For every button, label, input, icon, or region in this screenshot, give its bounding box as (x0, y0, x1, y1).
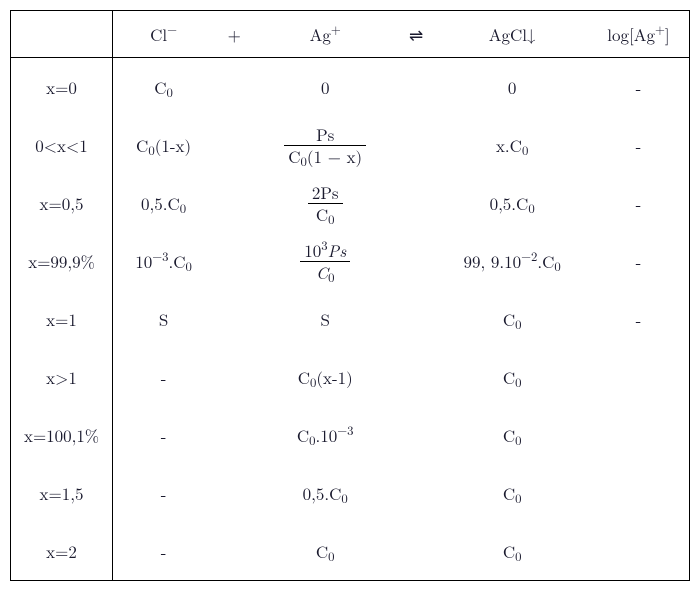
cell-c3 (214, 116, 254, 174)
cell-c5 (396, 290, 436, 348)
cell-c3 (214, 406, 254, 464)
cell-c6: C0 (436, 290, 588, 348)
table-row: x=1,5-0,5.C0 C0 (11, 464, 690, 522)
header-log: log[Ag+] (588, 11, 690, 58)
table-row: x=2-C0C0 (11, 522, 690, 581)
cell-c4: S (255, 290, 396, 348)
cell-c7 (588, 406, 690, 464)
header-x (11, 11, 113, 58)
cell-c2: 10−3.C0 (113, 232, 215, 290)
table-row: x>1-C0(x-1) C0 (11, 348, 690, 406)
cell-c6: 0 (436, 58, 588, 117)
cell-c1: x>1 (11, 348, 113, 406)
cell-c3 (214, 464, 254, 522)
cell-c1: x=2 (11, 522, 113, 581)
cell-c6: x.C0 (436, 116, 588, 174)
cell-c5 (396, 232, 436, 290)
cell-c6: C0 (436, 406, 588, 464)
cell-c7: - (588, 58, 690, 117)
cell-c3 (214, 58, 254, 117)
cell-c2: C0 (113, 58, 215, 117)
header-ag: Ag+ (255, 11, 396, 58)
cell-c2: - (113, 522, 215, 581)
header-cl: Cl− (113, 11, 215, 58)
cell-c5 (396, 58, 436, 117)
cell-c3 (214, 522, 254, 581)
cell-c5 (396, 116, 436, 174)
header-row: Cl− + Ag+ ⇌ AgCl↓ log[Ag+] (11, 11, 690, 58)
cell-c5 (396, 522, 436, 581)
cell-c7: - (588, 232, 690, 290)
cell-c4: C0(x-1) (255, 348, 396, 406)
table-body: x=0C000-0<x<1C0(1-x)PsC0(1 − x)x.C0-x=0,… (11, 58, 690, 581)
cell-c2: - (113, 406, 215, 464)
cell-c6: 0,5.C0 (436, 174, 588, 232)
table-row: x=100,1%-C0.10−3 C0 (11, 406, 690, 464)
cell-c1: x=1,5 (11, 464, 113, 522)
cell-c6: 99, 9.10−2.C0 (436, 232, 588, 290)
cell-c1: x=1 (11, 290, 113, 348)
cell-c3 (214, 290, 254, 348)
cell-c4: 0 (255, 58, 396, 117)
cell-c1: x=0 (11, 58, 113, 117)
cell-c5 (396, 406, 436, 464)
cell-c7: - (588, 116, 690, 174)
cell-c7 (588, 464, 690, 522)
cell-c5 (396, 464, 436, 522)
cell-c2: - (113, 348, 215, 406)
table-row: x=0,50,5.C02PsC00,5.C0- (11, 174, 690, 232)
header-agcl: AgCl↓ (436, 11, 588, 58)
cell-c5 (396, 174, 436, 232)
cell-c1: x=99,9% (11, 232, 113, 290)
table-row: x=1SSC0- (11, 290, 690, 348)
cell-c1: x=100,1% (11, 406, 113, 464)
cell-c3 (214, 174, 254, 232)
cell-c2: C0(1-x) (113, 116, 215, 174)
cell-c6: C0 (436, 464, 588, 522)
cell-c3 (214, 348, 254, 406)
cell-c4: C0 (255, 522, 396, 581)
cell-c4: PsC0(1 − x) (255, 116, 396, 174)
cell-c7 (588, 522, 690, 581)
header-eq: ⇌ (396, 11, 436, 58)
cell-c3 (214, 232, 254, 290)
table-row: 0<x<1C0(1-x) PsC0(1 − x) x.C0- (11, 116, 690, 174)
cell-c5 (396, 348, 436, 406)
cell-c1: x=0,5 (11, 174, 113, 232)
cell-c2: - (113, 464, 215, 522)
table-row: x=99,9%10−3.C0 103PsC0 99, 9.10−2.C0- (11, 232, 690, 290)
table-row: x=0C000- (11, 58, 690, 117)
cell-c6: C0 (436, 348, 588, 406)
cell-c7: - (588, 174, 690, 232)
cell-c4: 0,5.C0 (255, 464, 396, 522)
reaction-table: Cl− + Ag+ ⇌ AgCl↓ log[Ag+] x=0C000-0<x<1… (10, 10, 690, 581)
cell-c2: S (113, 290, 215, 348)
cell-c4: 2PsC0 (255, 174, 396, 232)
cell-c2: 0,5.C0 (113, 174, 215, 232)
header-plus: + (214, 11, 254, 58)
cell-c1: 0<x<1 (11, 116, 113, 174)
cell-c7: - (588, 290, 690, 348)
cell-c6: C0 (436, 522, 588, 581)
cell-c7 (588, 348, 690, 406)
cell-c4: C0.10−3 (255, 406, 396, 464)
cell-c4: 103PsC0 (255, 232, 396, 290)
